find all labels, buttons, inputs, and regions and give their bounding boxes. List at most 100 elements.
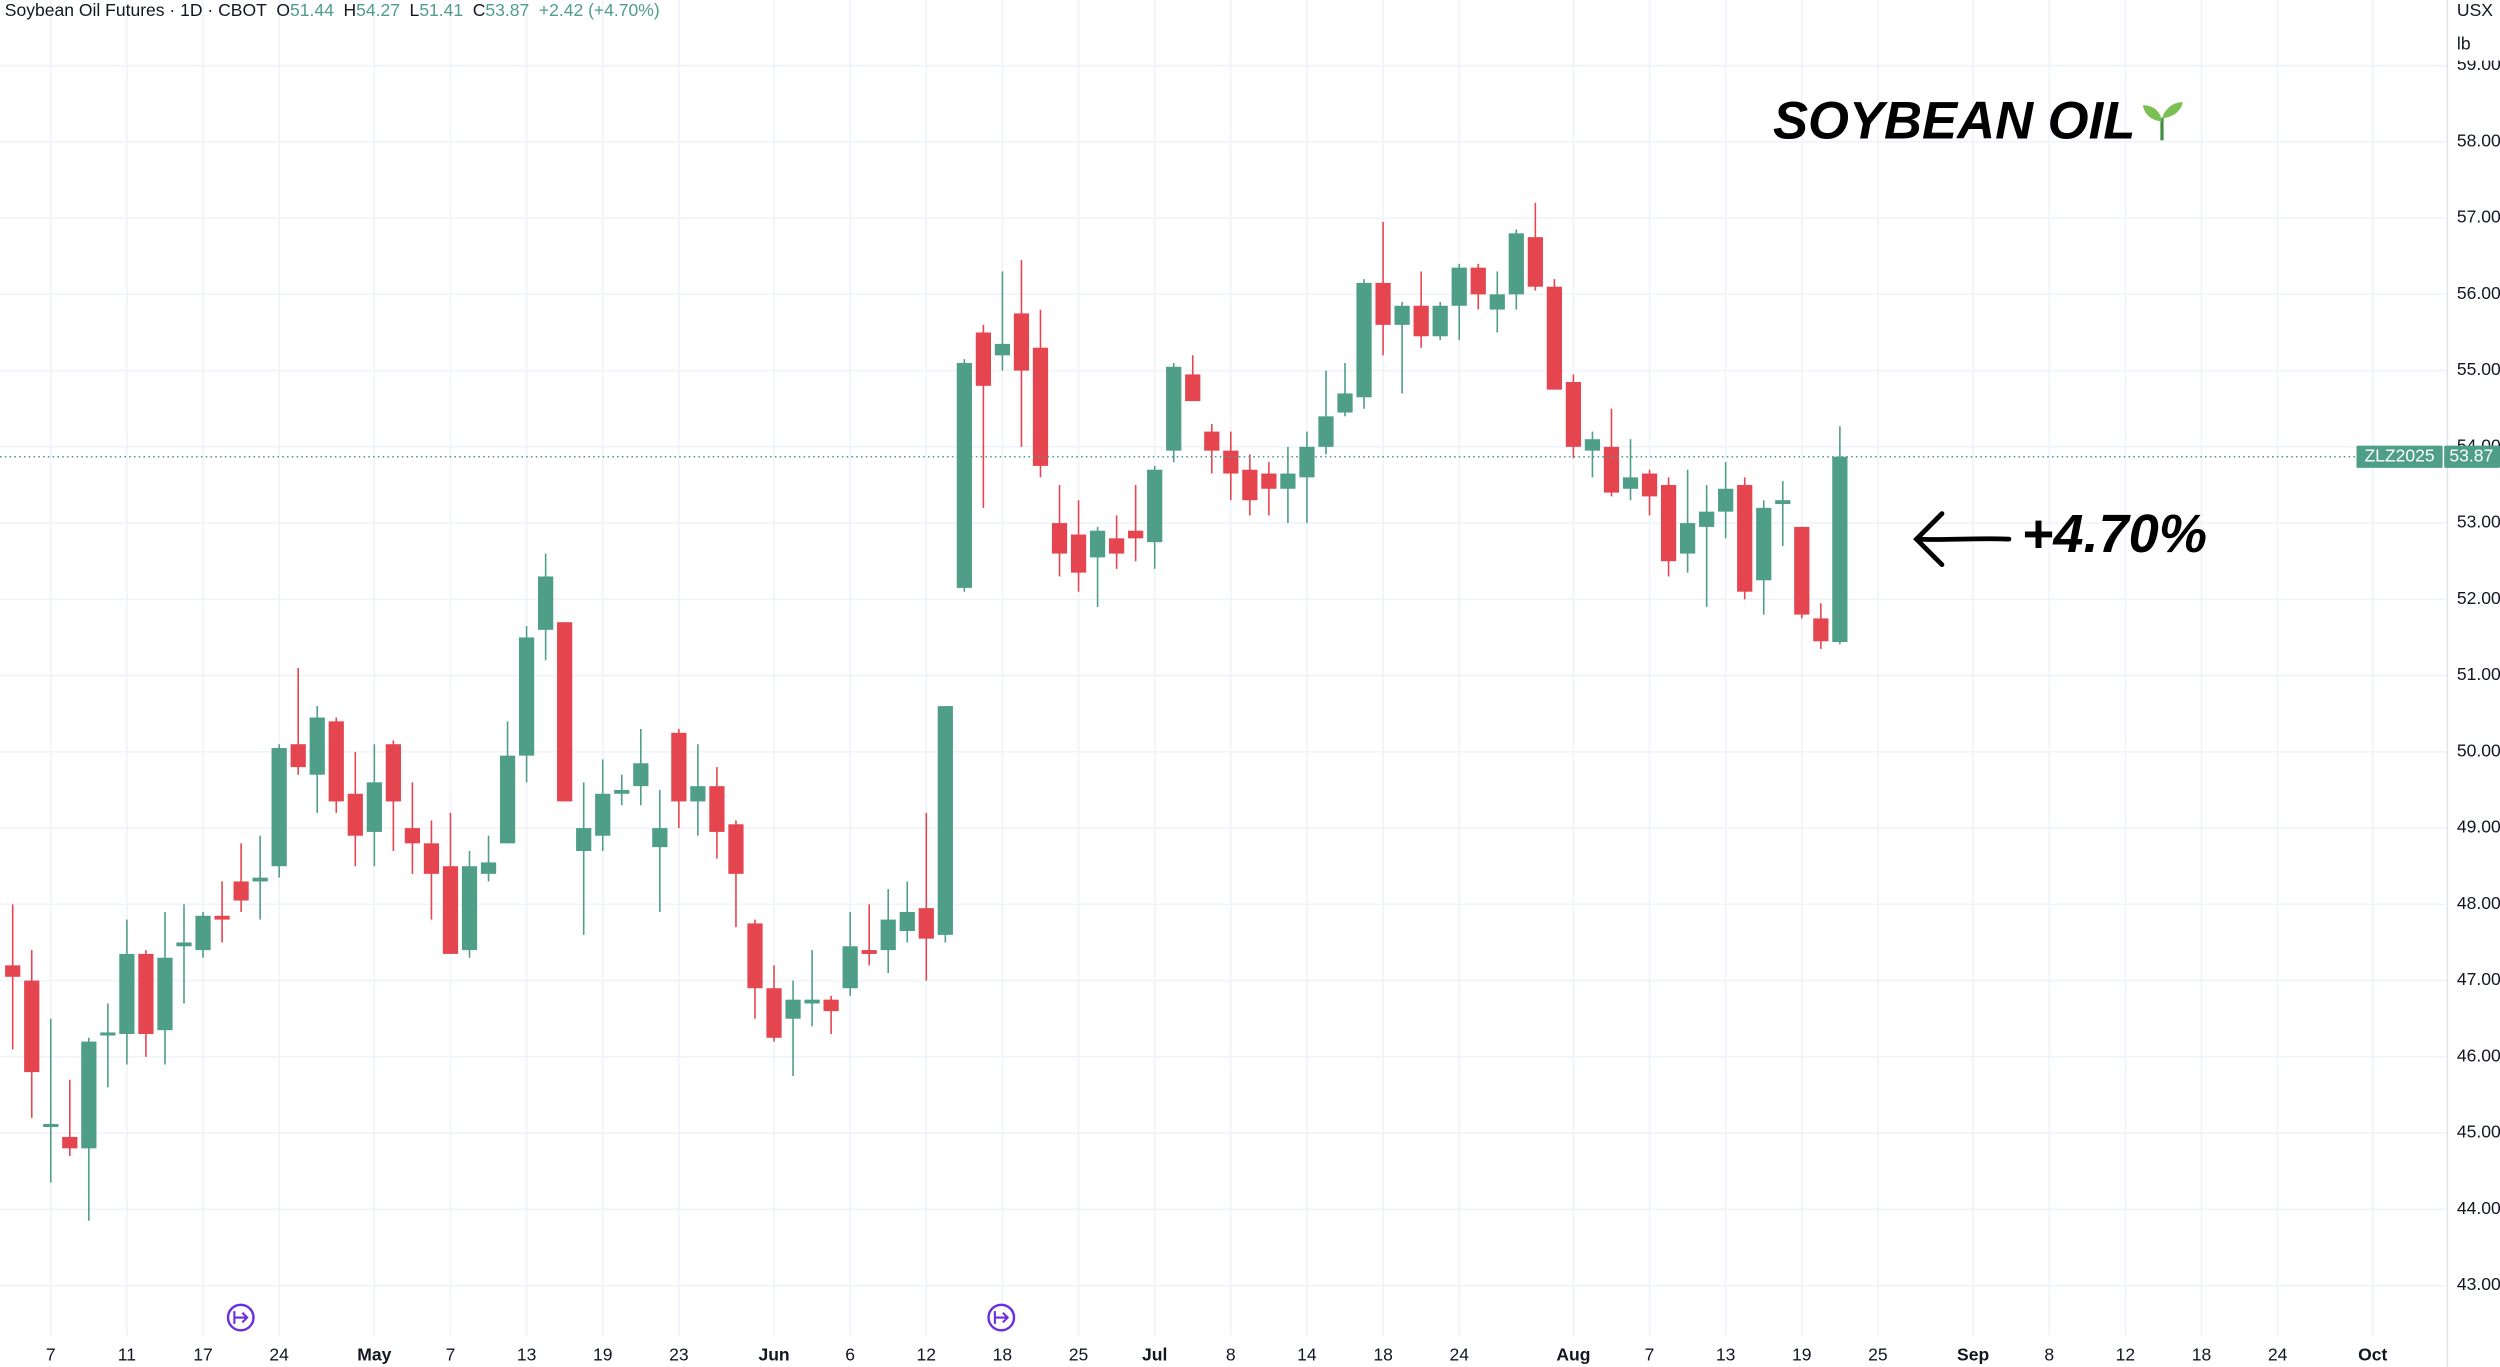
candle-body [1584,439,1601,451]
candle-body [1070,534,1087,573]
ohlc-key: L [410,0,420,20]
x-tick-label: Sep [1957,1344,1989,1364]
y-tick-label: 48.00 [2457,893,2500,913]
candles [5,202,1848,1221]
candle-body [1356,282,1372,398]
annotation-arrow [1913,511,2012,568]
candle-body [937,706,953,935]
candle-body [956,362,972,588]
y-tick-label: 45.00 [2457,1122,2500,1142]
candle-body [1737,484,1753,592]
x-tick-label: 19 [1792,1344,1812,1364]
candle-body [1718,488,1734,512]
candle-body [1565,382,1582,447]
candle-body [1185,374,1201,402]
x-tick-label: Aug [1556,1344,1590,1364]
x-tick-label: 17 [193,1344,213,1364]
legend-header: Soybean Oil Futures · 1D · CBOT O51.44 H54… [5,0,660,20]
candle-body [1051,523,1068,554]
price-axis-bg [2447,0,2500,1367]
x-tick-label: 19 [593,1344,613,1364]
candle-body [1223,450,1239,474]
x-tick-label: 12 [2116,1344,2136,1364]
candle-body [1527,237,1543,287]
y-tick-label: 56.00 [2457,283,2500,303]
candle-body [994,343,1011,356]
candle-body [576,828,592,851]
candle-body [1089,530,1106,558]
x-tick-label: 8 [2044,1344,2054,1364]
candle-body [1337,393,1353,413]
y-tick-label: 53.00 [2457,512,2500,532]
candle-body [1032,347,1049,466]
x-tick-label: 13 [517,1344,537,1364]
x-tick-label: 7 [1645,1344,1655,1364]
ohlc-value: 51.44 [290,0,334,20]
candle-body [176,942,192,947]
y-tick-label: 43.00 [2457,1274,2500,1294]
price-tag-bg [2356,445,2443,468]
candle-body [1470,267,1486,295]
candle-body [309,717,325,775]
candle-body [538,576,554,630]
candle-body [1318,416,1334,447]
annotation-title: SOYBEAN OIL [1773,91,2135,150]
candle-body [119,953,135,1034]
candle-body [1508,233,1524,295]
candle-body [557,622,573,802]
candle-body [899,911,915,932]
candle-body [366,782,382,832]
y-tick-label: 51.00 [2457,664,2500,684]
candle-body [1166,366,1182,451]
candle-body [823,999,839,1012]
x-tick-label: 14 [1297,1344,1317,1364]
ohlc-value: 54.27 [356,0,400,20]
x-tick-label: Jun [758,1344,789,1364]
x-tick-label: Jul [1142,1344,1167,1364]
candle-body [214,915,230,920]
sprout-icon [2142,102,2183,141]
candle-body [1204,431,1220,451]
grid [0,0,2448,1337]
candle-body [1775,500,1791,505]
candle-body [5,965,21,977]
price-axis: 43.00 44.00 45.00 46.00 47.00 48.00 49.00 50.00… [46,54,2500,1364]
candle-body [1432,305,1448,337]
x-tick-label: Oct [2358,1344,2387,1364]
candle-body [1147,469,1163,543]
candle-body [100,1032,116,1036]
candle-body [975,332,992,386]
y-tick-label: 57.00 [2457,207,2500,227]
x-tick-label: 25 [1868,1344,1888,1364]
candle-body [671,732,687,802]
x-tick-label: 18 [1373,1344,1393,1364]
candle-body [404,828,421,844]
event-marker[interactable] [226,1303,255,1332]
ohlc-key: C [473,0,486,20]
symbol: Soybean Oil Futures · 1D · CBOT [5,0,267,20]
candle-body [271,748,287,867]
candle-body [62,1136,78,1149]
candle-body [709,786,725,832]
x-tick-label: 13 [1716,1344,1736,1364]
ohlc-value: 53.87 [485,0,529,20]
candle-body [1013,313,1030,371]
candle-body [652,828,668,848]
y-tick-label: 46.00 [2457,1045,2500,1065]
candle-body [423,843,440,874]
x-tick-label: 7 [446,1344,456,1364]
candle-body [385,744,401,802]
candle-body [252,877,268,882]
event-marker[interactable] [987,1303,1016,1332]
candle-body [138,953,154,1034]
x-tick-label: 23 [669,1344,689,1364]
x-tick-label: 24 [1449,1344,1469,1364]
candle-body [81,1041,97,1149]
candle-body [1242,469,1258,501]
annotation-change: +4.70% [2022,504,2207,564]
candle-body [614,789,630,794]
candle-body [1451,267,1467,306]
y-tick-label: 44.00 [2457,1198,2500,1218]
